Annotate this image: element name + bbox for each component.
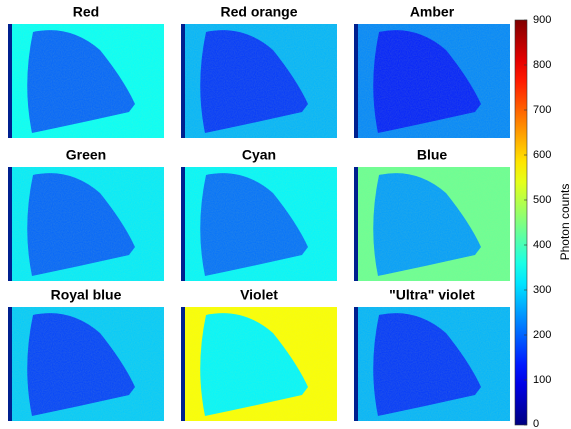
panel-title: Cyan — [242, 147, 276, 163]
edge — [181, 167, 185, 281]
image-panel — [354, 24, 510, 138]
noise — [354, 167, 510, 281]
tick-label: 600 — [533, 149, 551, 161]
edge — [8, 167, 12, 281]
tick-label: 100 — [533, 374, 551, 386]
noise — [181, 24, 337, 138]
tick-label: 800 — [533, 59, 551, 71]
page: Photon counts Red Red orange Amber Green Cya… — [0, 0, 571, 429]
noise — [8, 167, 164, 281]
image-panel — [354, 167, 510, 281]
edge — [8, 24, 12, 138]
panel-title: Green — [66, 147, 106, 163]
edge — [354, 167, 358, 281]
image-panel — [181, 24, 337, 138]
colorbar-label: Photon counts — [558, 184, 571, 261]
image-panel — [181, 307, 337, 421]
noise — [181, 167, 337, 281]
tick-label: 200 — [533, 329, 551, 341]
panel-title: Red orange — [220, 4, 297, 20]
tick-label: 500 — [533, 194, 551, 206]
panel-title: Amber — [410, 4, 455, 20]
tick-label: 400 — [533, 239, 551, 251]
panel-title: Royal blue — [51, 287, 122, 303]
tick-label: 300 — [533, 284, 551, 296]
noise — [8, 307, 164, 421]
edge — [354, 307, 358, 421]
noise — [354, 307, 510, 421]
edge — [354, 24, 358, 138]
image-panel — [354, 307, 510, 421]
image-panel — [8, 167, 164, 281]
edge — [181, 24, 185, 138]
edge — [181, 307, 185, 421]
panel-title: Red — [73, 4, 99, 20]
noise — [181, 307, 337, 421]
tick-label: 700 — [533, 104, 551, 116]
colorbar — [515, 20, 527, 425]
image-panel — [8, 307, 164, 421]
tick-label: 900 — [533, 14, 551, 26]
panel-title: Blue — [417, 147, 448, 163]
edge — [8, 307, 12, 421]
image-panel — [181, 167, 337, 281]
noise — [354, 24, 510, 138]
panel-title: "Ultra" violet — [389, 287, 475, 303]
image-panel — [8, 24, 164, 138]
noise — [8, 24, 164, 138]
tick-label: 0 — [533, 418, 539, 429]
figure: Photon counts Red Red orange Amber Green Cya… — [0, 0, 571, 429]
panel-title: Violet — [240, 287, 278, 303]
